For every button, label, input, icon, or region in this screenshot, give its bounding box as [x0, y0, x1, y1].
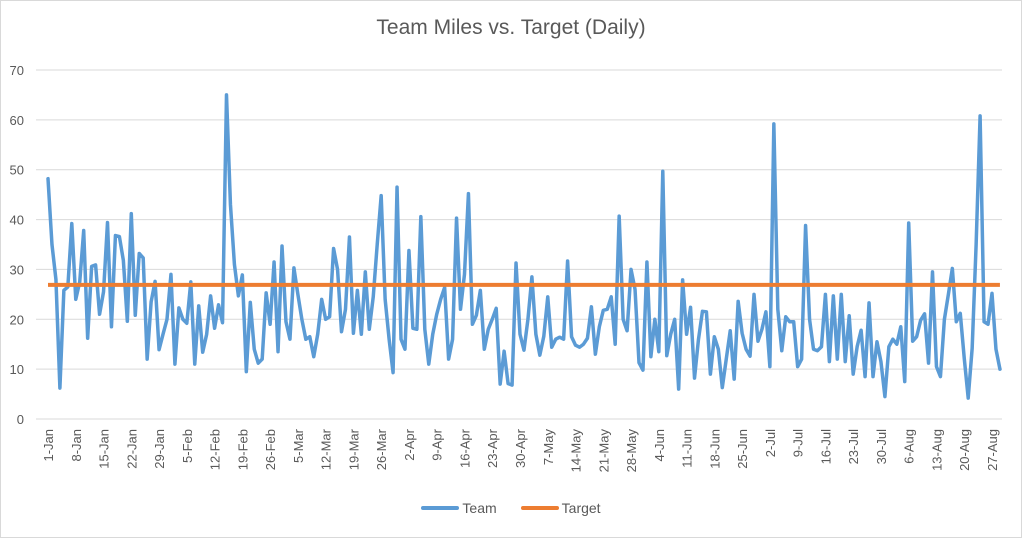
y-tick-label: 60 — [10, 113, 24, 128]
x-tick-label: 12-Feb — [208, 429, 223, 470]
x-tick-label: 27-Aug — [985, 429, 1000, 471]
x-tick-label: 28-May — [624, 429, 639, 473]
legend-swatch-team — [421, 506, 460, 510]
x-tick-label: 4-Jun — [652, 429, 667, 462]
x-tick-label: 5-Mar — [291, 428, 306, 463]
chart-title: Team Miles vs. Target (Daily) — [376, 16, 646, 39]
legend-label-target: Target — [561, 500, 601, 516]
x-tick-label: 23-Apr — [485, 428, 500, 468]
x-tick-label: 19-Mar — [346, 428, 361, 470]
y-tick-label: 70 — [10, 63, 24, 78]
series-line-team — [46, 93, 1002, 400]
x-tick-label: 6-Aug — [902, 429, 917, 464]
y-tick-label: 30 — [10, 262, 24, 277]
x-tick-label: 26-Mar — [374, 428, 389, 470]
x-tick-label: 9-Jul — [791, 429, 806, 457]
x-tick-label: 13-Aug — [929, 429, 944, 471]
x-tick-label: 14-May — [569, 429, 584, 473]
x-tick-label: 29-Jan — [152, 429, 167, 469]
x-tick-label: 16-Apr — [457, 428, 472, 468]
legend-label-team: Team — [462, 500, 497, 516]
x-tick-label: 12-Mar — [319, 428, 334, 470]
y-tick-label: 20 — [10, 312, 24, 327]
x-tick-label: 21-May — [596, 429, 611, 473]
x-tick-label: 19-Feb — [235, 429, 250, 470]
y-tick-label: 0 — [17, 412, 24, 427]
x-tick-label: 20-Aug — [957, 429, 972, 471]
x-tick-label: 7-May — [541, 429, 556, 466]
x-tick-label: 8-Jan — [69, 429, 84, 462]
y-tick-label: 10 — [10, 362, 24, 377]
x-tick-label: 15-Jan — [97, 429, 112, 469]
y-tick-label: 50 — [10, 163, 24, 178]
x-tick-label: 25-Jun — [735, 429, 750, 469]
legend-item-target[interactable]: Target — [520, 500, 601, 516]
legend-swatch-target — [520, 506, 559, 510]
x-tick-label: 30-Jul — [874, 429, 889, 465]
x-tick-label: 9-Apr — [430, 428, 445, 460]
x-tick-label: 1-Jan — [41, 429, 56, 462]
legend-item-team[interactable]: Team — [421, 500, 497, 516]
x-tick-label: 23-Jul — [846, 429, 861, 465]
x-tick-label: 26-Feb — [263, 429, 278, 470]
x-tick-label: 22-Jan — [124, 429, 139, 469]
x-tick-label: 2-Jul — [763, 429, 778, 457]
x-tick-label: 11-Jun — [680, 429, 695, 468]
x-tick-label: 16-Jul — [818, 429, 833, 465]
x-tick-label: 2-Apr — [402, 428, 417, 460]
legend: Team Target — [0, 500, 1022, 516]
y-tick-label: 40 — [10, 213, 24, 228]
x-tick-label: 18-Jun — [707, 429, 722, 469]
x-tick-label: 30-Apr — [513, 428, 528, 468]
x-tick-label: 5-Feb — [180, 429, 195, 463]
